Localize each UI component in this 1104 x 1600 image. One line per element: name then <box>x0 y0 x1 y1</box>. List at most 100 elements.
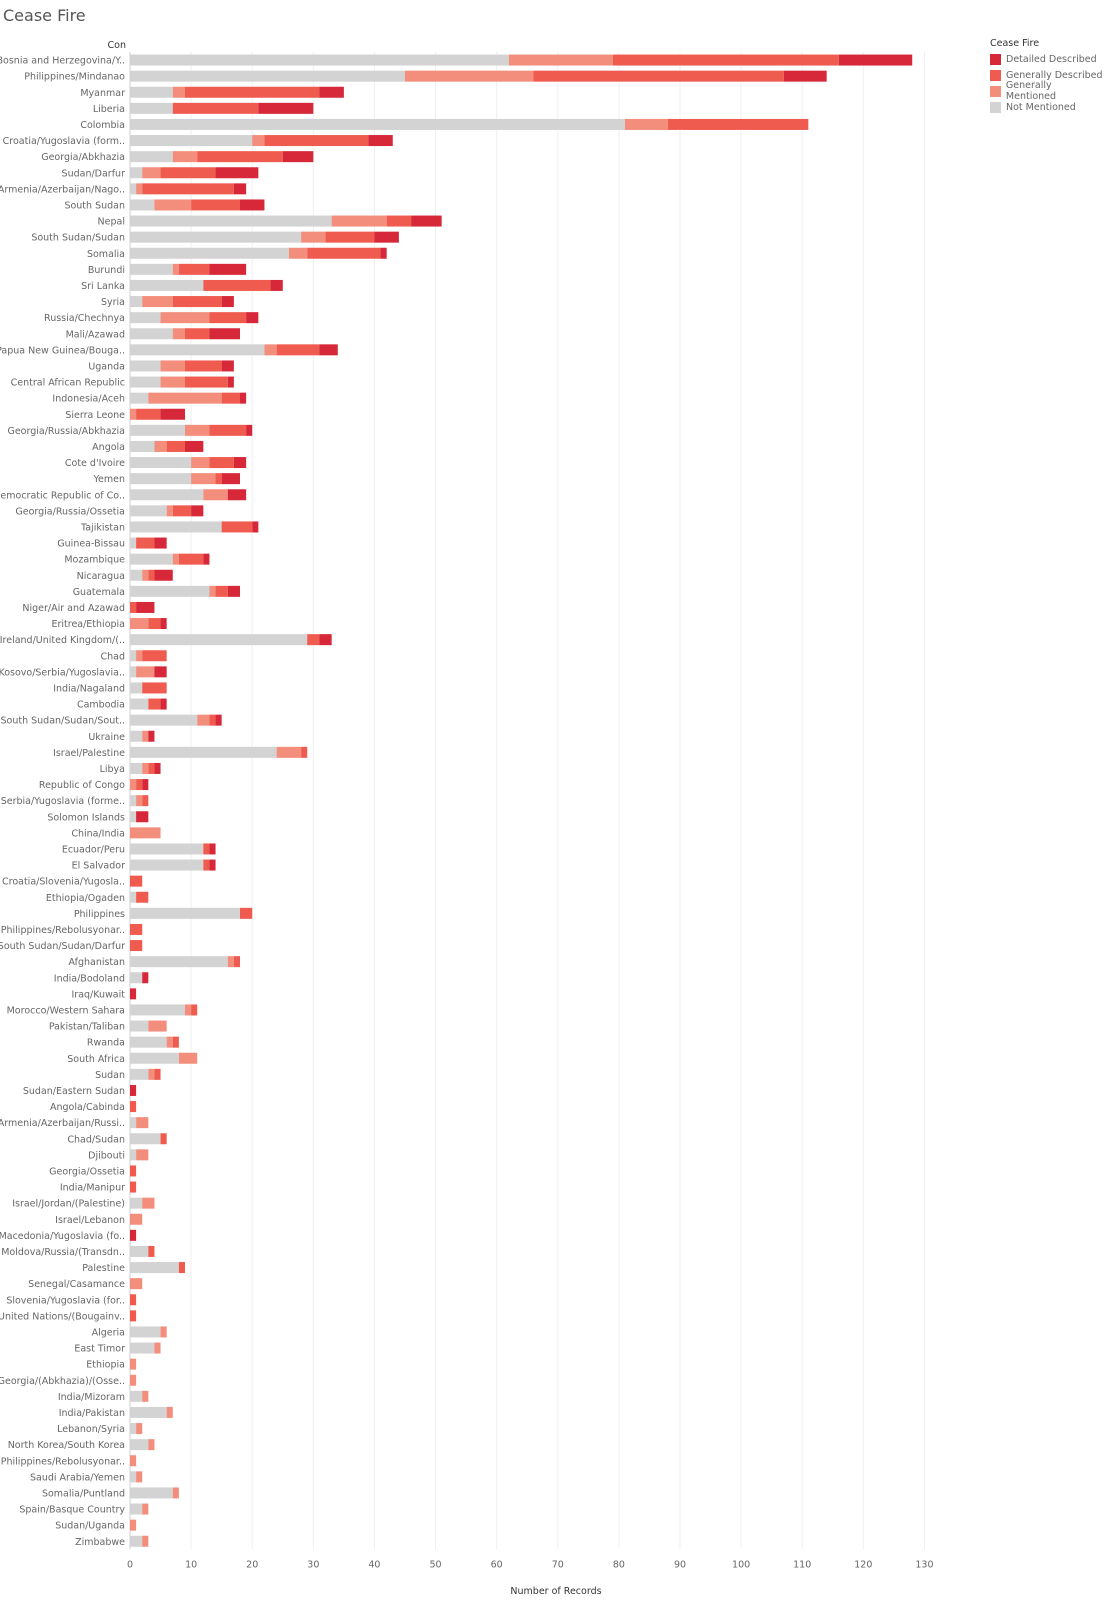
bar-segment-not-mentioned[interactable] <box>130 1117 137 1129</box>
bar-segment-generally-mentioned[interactable] <box>185 1004 192 1016</box>
bar-segment-detailed-described[interactable] <box>252 521 259 533</box>
bar-segment-not-mentioned[interactable] <box>130 698 149 710</box>
bar-segment-generally-mentioned[interactable] <box>130 618 149 630</box>
bar-segment-generally-mentioned[interactable] <box>203 489 228 501</box>
bar-segment-generally-mentioned[interactable] <box>172 263 179 275</box>
bar-segment-not-mentioned[interactable] <box>130 1487 173 1499</box>
bar-segment-detailed-described[interactable] <box>240 199 265 211</box>
bar-segment-generally-mentioned[interactable] <box>136 183 143 195</box>
bar-segment-not-mentioned[interactable] <box>130 1052 179 1064</box>
bar-segment-generally-described[interactable] <box>172 505 192 517</box>
bar-segment-generally-described[interactable] <box>221 392 240 404</box>
bar-segment-not-mentioned[interactable] <box>130 279 204 291</box>
bar-segment-detailed-described[interactable] <box>154 762 161 774</box>
bar-segment-not-mentioned[interactable] <box>130 312 161 324</box>
bar-segment-generally-described[interactable] <box>185 86 320 98</box>
bar-segment-not-mentioned[interactable] <box>130 135 253 147</box>
bar-segment-detailed-described[interactable] <box>368 135 393 147</box>
bar-segment-detailed-described[interactable] <box>838 54 913 66</box>
bar-segment-generally-described[interactable] <box>667 118 809 130</box>
bar-segment-detailed-described[interactable] <box>319 86 344 98</box>
bar-segment-detailed-described[interactable] <box>319 344 338 356</box>
bar-segment-generally-described[interactable] <box>154 1068 161 1080</box>
bar-segment-generally-mentioned[interactable] <box>136 650 143 662</box>
bar-segment-generally-described[interactable] <box>172 1036 179 1048</box>
bar-segment-generally-mentioned[interactable] <box>160 360 185 372</box>
bar-segment-generally-mentioned[interactable] <box>227 956 234 968</box>
bar-segment-detailed-described[interactable] <box>142 972 149 984</box>
bar-segment-not-mentioned[interactable] <box>130 1245 149 1257</box>
bar-segment-generally-mentioned[interactable] <box>154 440 167 452</box>
bar-segment-generally-described[interactable] <box>203 859 210 871</box>
bar-segment-not-mentioned[interactable] <box>130 1326 161 1338</box>
bar-segment-not-mentioned[interactable] <box>130 70 405 82</box>
bar-segment-generally-mentioned[interactable] <box>154 1342 161 1354</box>
bar-segment-generally-mentioned[interactable] <box>625 118 668 130</box>
bar-segment-not-mentioned[interactable] <box>130 1262 179 1274</box>
bar-segment-detailed-described[interactable] <box>209 843 216 855</box>
bar-segment-not-mentioned[interactable] <box>130 891 137 903</box>
bar-segment-generally-described[interactable] <box>307 634 320 646</box>
legend-item[interactable]: Generally Mentioned <box>990 80 1104 102</box>
bar-segment-detailed-described[interactable] <box>221 360 234 372</box>
bar-segment-detailed-described[interactable] <box>160 698 167 710</box>
bar-segment-detailed-described[interactable] <box>154 537 167 549</box>
bar-segment-generally-described[interactable] <box>191 199 240 211</box>
bar-segment-not-mentioned[interactable] <box>130 489 204 501</box>
bar-segment-generally-described[interactable] <box>276 344 320 356</box>
bar-segment-not-mentioned[interactable] <box>130 666 137 678</box>
bar-segment-generally-mentioned[interactable] <box>264 344 277 356</box>
bar-segment-generally-described[interactable] <box>203 843 210 855</box>
bar-segment-not-mentioned[interactable] <box>130 1036 167 1048</box>
bar-segment-not-mentioned[interactable] <box>130 215 332 227</box>
bar-segment-not-mentioned[interactable] <box>130 231 302 243</box>
bar-segment-not-mentioned[interactable] <box>130 746 277 758</box>
bar-segment-generally-mentioned[interactable] <box>276 746 302 758</box>
bar-segment-not-mentioned[interactable] <box>130 795 137 807</box>
bar-segment-generally-described[interactable] <box>160 167 216 179</box>
bar-segment-generally-mentioned[interactable] <box>136 1471 143 1483</box>
bar-segment-not-mentioned[interactable] <box>130 859 204 871</box>
bar-segment-not-mentioned[interactable] <box>130 972 143 984</box>
bar-segment-detailed-described[interactable] <box>233 457 247 469</box>
bar-segment-detailed-described[interactable] <box>185 440 204 452</box>
bar-segment-not-mentioned[interactable] <box>130 328 173 340</box>
bar-segment-not-mentioned[interactable] <box>130 1197 143 1209</box>
bar-segment-not-mentioned[interactable] <box>130 714 198 726</box>
bar-segment-generally-described[interactable] <box>215 585 228 597</box>
bar-segment-generally-described[interactable] <box>148 698 161 710</box>
bar-segment-generally-described[interactable] <box>136 891 149 903</box>
bar-segment-generally-described[interactable] <box>178 263 210 275</box>
bar-segment-generally-mentioned[interactable] <box>142 296 173 308</box>
legend-item[interactable]: Not Mentioned <box>990 99 1104 115</box>
bar-segment-generally-described[interactable] <box>130 923 143 935</box>
bar-segment-generally-mentioned[interactable] <box>130 1358 137 1370</box>
bar-segment-detailed-described[interactable] <box>209 328 240 340</box>
bar-segment-not-mentioned[interactable] <box>130 118 625 130</box>
bar-segment-not-mentioned[interactable] <box>130 1020 149 1032</box>
bar-segment-generally-described[interactable] <box>209 714 216 726</box>
bar-segment-generally-mentioned[interactable] <box>148 392 222 404</box>
bar-segment-detailed-described[interactable] <box>221 473 240 485</box>
bar-segment-generally-mentioned[interactable] <box>136 666 155 678</box>
bar-segment-generally-mentioned[interactable] <box>331 215 387 227</box>
bar-segment-not-mentioned[interactable] <box>130 263 173 275</box>
bar-segment-generally-described[interactable] <box>264 135 369 147</box>
bar-segment-generally-described[interactable] <box>130 940 143 952</box>
bar-segment-generally-mentioned[interactable] <box>252 135 265 147</box>
bar-segment-generally-described[interactable] <box>612 54 839 66</box>
bar-segment-detailed-described[interactable] <box>282 151 314 163</box>
bar-segment-not-mentioned[interactable] <box>130 1390 143 1402</box>
bar-segment-not-mentioned[interactable] <box>130 1423 137 1435</box>
bar-segment-generally-mentioned[interactable] <box>130 827 161 839</box>
bar-segment-detailed-described[interactable] <box>374 231 399 243</box>
bar-segment-generally-mentioned[interactable] <box>136 1423 143 1435</box>
bar-segment-generally-mentioned[interactable] <box>142 1535 149 1547</box>
bar-segment-generally-mentioned[interactable] <box>160 376 185 388</box>
bar-segment-generally-mentioned[interactable] <box>508 54 613 66</box>
bar-segment-generally-described[interactable] <box>209 424 247 436</box>
bar-segment-generally-mentioned[interactable] <box>130 1374 137 1386</box>
legend-item[interactable]: Generally Described <box>990 67 1104 83</box>
bar-segment-detailed-described[interactable] <box>130 1229 137 1241</box>
bar-segment-generally-described[interactable] <box>148 618 161 630</box>
